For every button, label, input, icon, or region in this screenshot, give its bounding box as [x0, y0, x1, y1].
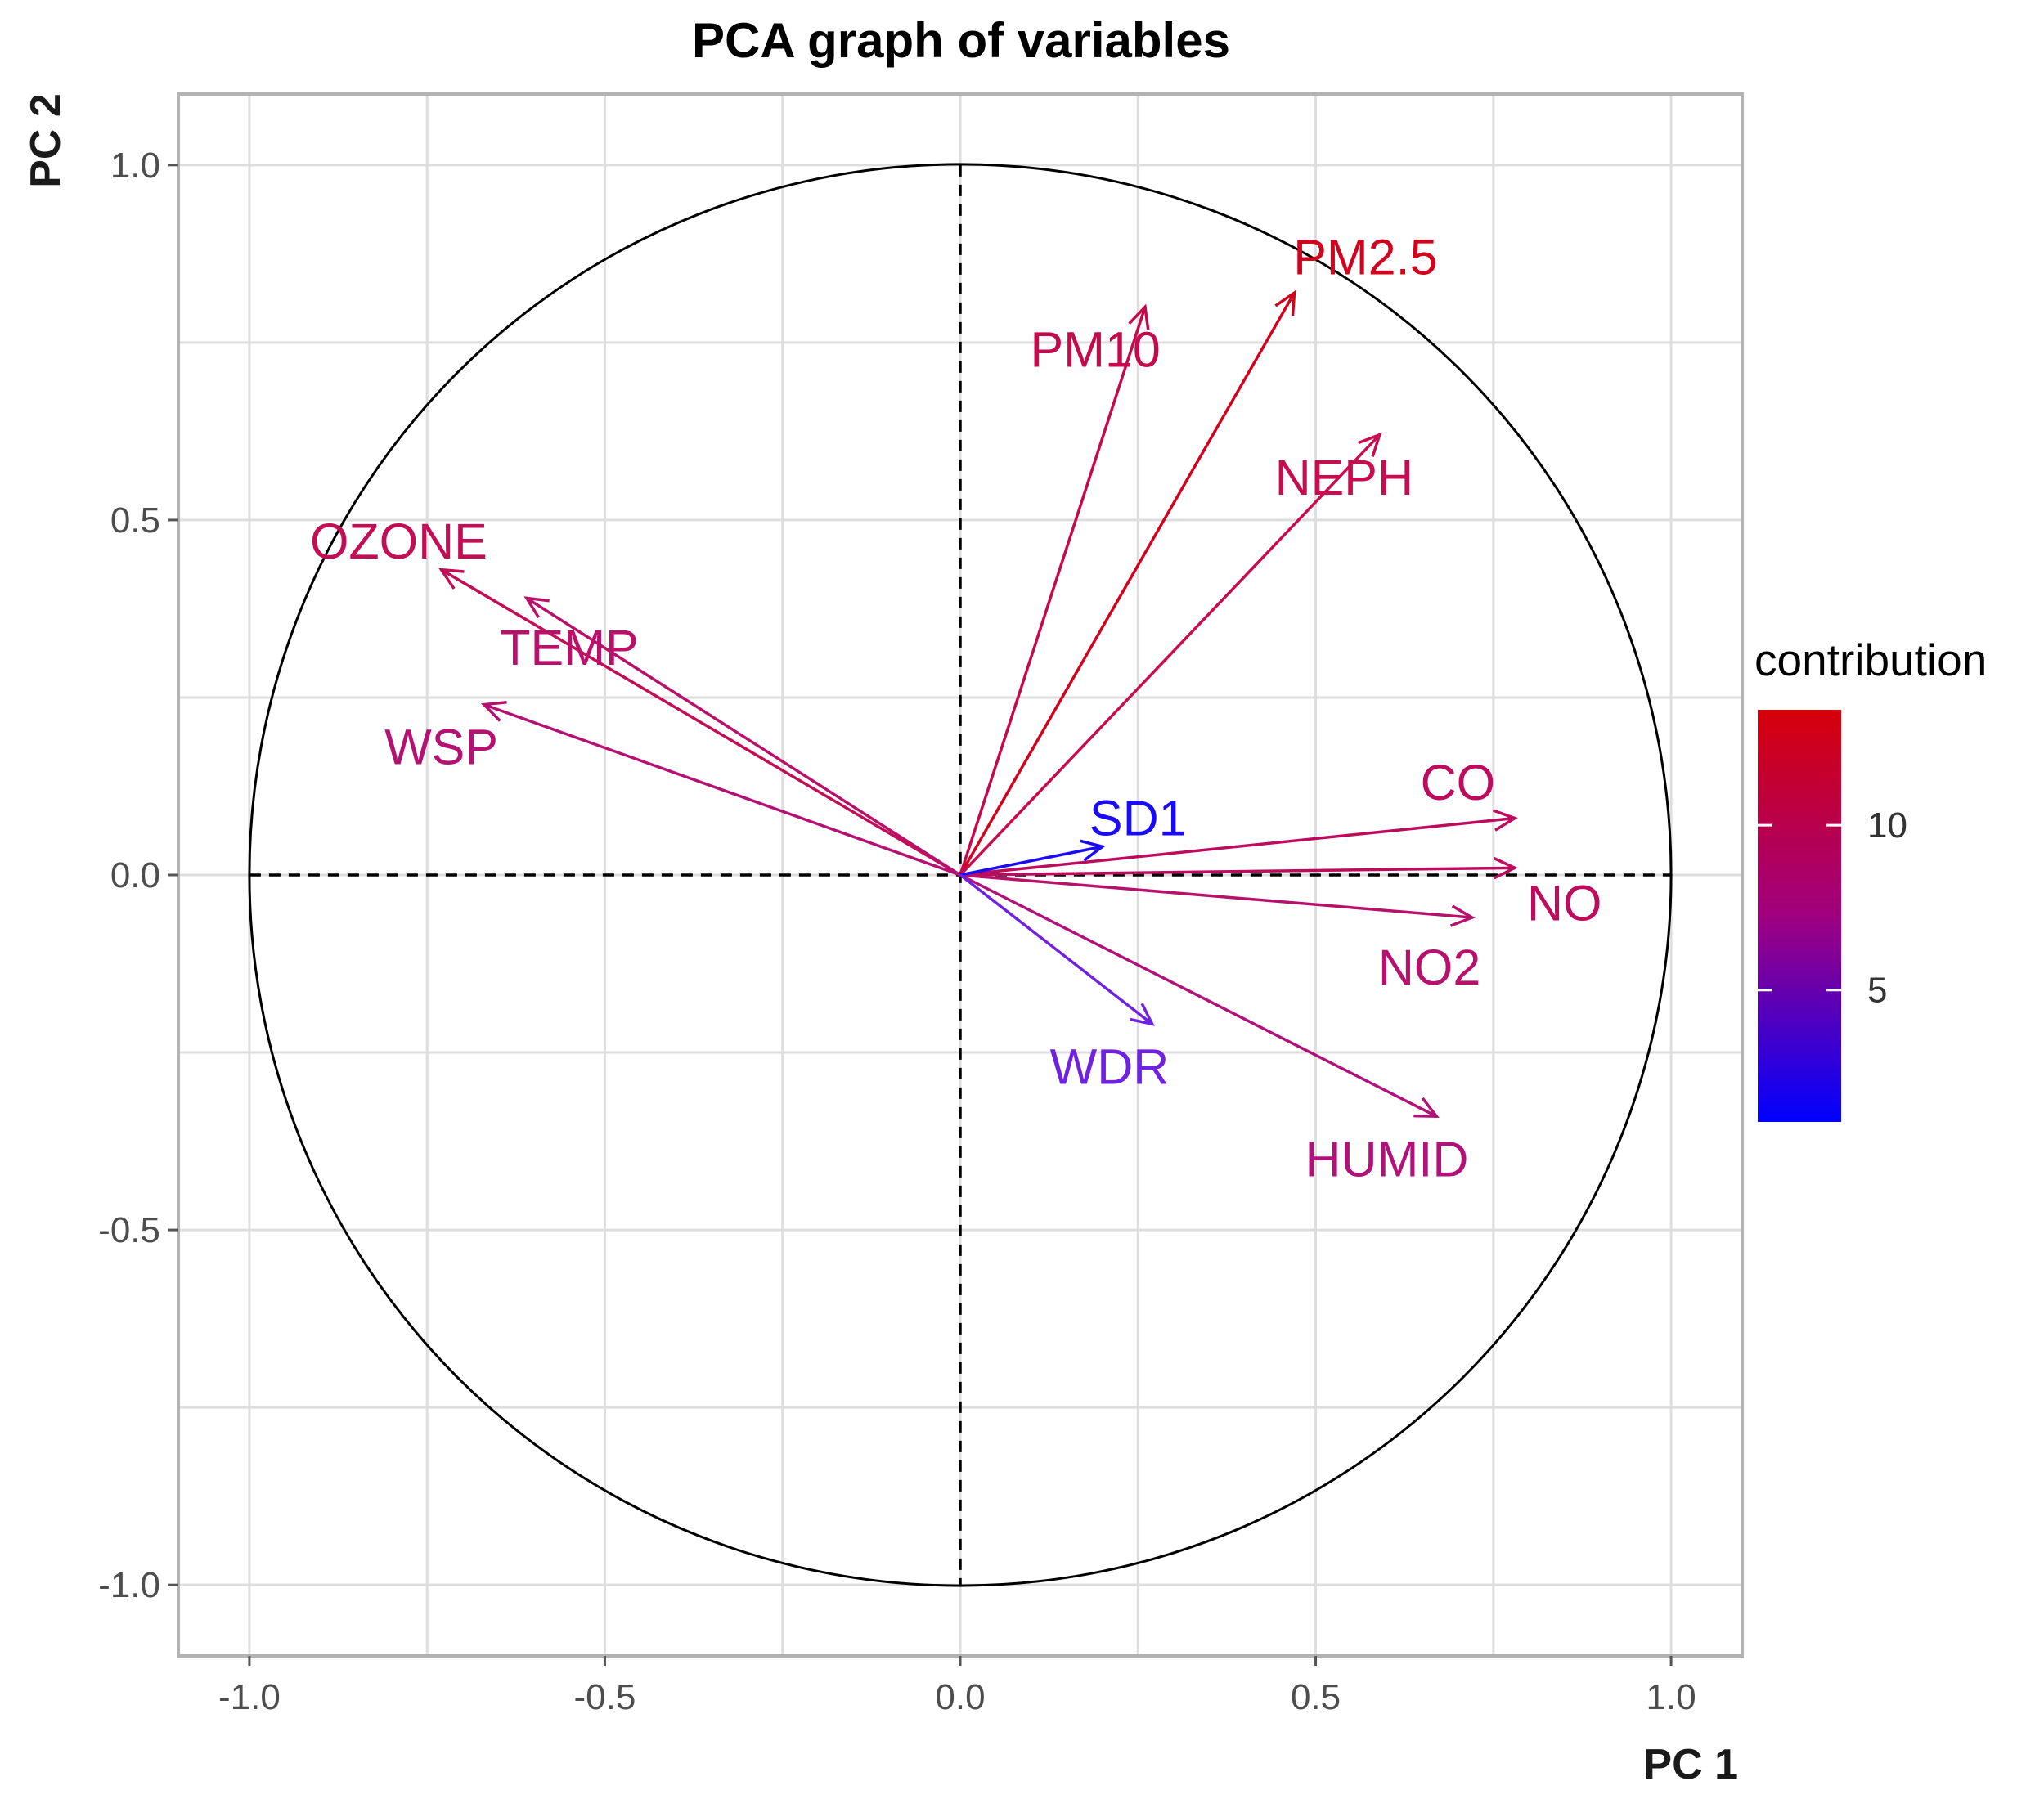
chart-title: PCA graph of variables — [692, 13, 1230, 68]
variable-arrows — [438, 289, 1518, 1119]
arrow-head-temp — [523, 596, 550, 619]
variable-label-wdr: WDR — [1050, 1039, 1170, 1094]
arrow-shaft-humid — [959, 873, 1438, 1118]
arrow-shaft-no — [959, 866, 1515, 877]
variable-label-pm10: PM10 — [1030, 322, 1160, 378]
arrow-co — [959, 809, 1518, 877]
arrow-pm25 — [959, 289, 1296, 876]
arrow-head-sd1 — [1080, 839, 1106, 862]
arrow-shaft-wdr — [959, 873, 1153, 1025]
variable-label-wsp: WSP — [384, 720, 498, 775]
y-tick-label: 0.5 — [110, 500, 160, 541]
arrow-head-humid — [1413, 1097, 1440, 1119]
x-axis-title: PC 1 — [1643, 1741, 1738, 1788]
arrow-ozone — [438, 568, 961, 877]
variable-label-no2: NO2 — [1378, 940, 1480, 995]
legend: contribution 5 10 — [1754, 635, 1987, 1122]
arrow-shaft-temp — [525, 596, 961, 877]
legend-title: contribution — [1754, 635, 1987, 685]
arrow-head-ozone — [438, 568, 465, 590]
variable-label-no: NO — [1527, 876, 1602, 931]
y-tick-label: 1.0 — [110, 146, 160, 186]
arrow-head-pm25 — [1274, 289, 1296, 316]
arrow-shaft-pm10 — [959, 306, 1147, 876]
arrow-wsp — [480, 700, 961, 877]
x-tick-label: -0.5 — [574, 1677, 636, 1717]
variable-label-co: CO — [1421, 755, 1496, 810]
x-tick-label: 0.0 — [935, 1677, 985, 1717]
arrow-temp — [523, 596, 961, 877]
arrow-head-wsp — [480, 700, 507, 722]
variable-label-pm25: PM2.5 — [1293, 230, 1437, 285]
arrow-head-neph — [1357, 432, 1382, 457]
arrow-shaft-neph — [959, 433, 1381, 877]
arrow-neph — [959, 432, 1382, 877]
arrow-head-no — [1493, 856, 1518, 880]
arrow-humid — [959, 873, 1440, 1119]
legend-colorbar — [1758, 710, 1841, 1122]
arrow-no — [959, 856, 1518, 880]
variable-label-neph: NEPH — [1275, 450, 1413, 505]
x-tick-label: 1.0 — [1646, 1677, 1696, 1717]
legend-tick-label: 5 — [1867, 971, 1887, 1011]
arrow-head-pm10 — [1128, 303, 1150, 330]
arrow-head-wdr — [1129, 1003, 1155, 1026]
arrow-shaft-pm25 — [959, 292, 1296, 876]
y-axis-title: PC 2 — [22, 93, 70, 188]
x-tick-label: -1.0 — [218, 1677, 281, 1717]
x-tick-label: 0.5 — [1291, 1677, 1341, 1717]
variable-label-sd1: SD1 — [1089, 791, 1187, 846]
arrow-shaft-co — [959, 816, 1516, 877]
variable-label-ozone: OZONE — [310, 514, 487, 569]
axis-ticks: -1.0 -0.5 0.0 0.5 1.0 -1.0 -0.5 0.0 0.5 1.0 — [98, 146, 1696, 1717]
arrow-shaft-wsp — [483, 702, 961, 877]
variable-label-temp: TEMP — [500, 620, 638, 675]
y-tick-label: 0.0 — [110, 855, 160, 895]
arrow-head-no2 — [1449, 904, 1476, 927]
y-tick-label: -0.5 — [98, 1210, 160, 1250]
y-tick-label: -1.0 — [98, 1565, 160, 1605]
arrow-head-co — [1492, 809, 1518, 832]
arrow-sd1 — [959, 839, 1106, 877]
arrow-pm10 — [959, 303, 1150, 876]
arrow-shaft-sd1 — [959, 845, 1103, 877]
arrow-shaft-ozone — [440, 568, 961, 877]
legend-ticks: 5 10 — [1758, 805, 1907, 1011]
arrow-no2 — [959, 873, 1476, 927]
variable-label-humid: HUMID — [1305, 1131, 1468, 1187]
legend-tick-label: 10 — [1867, 805, 1907, 846]
arrow-wdr — [959, 873, 1155, 1026]
arrow-shaft-no2 — [959, 873, 1472, 919]
